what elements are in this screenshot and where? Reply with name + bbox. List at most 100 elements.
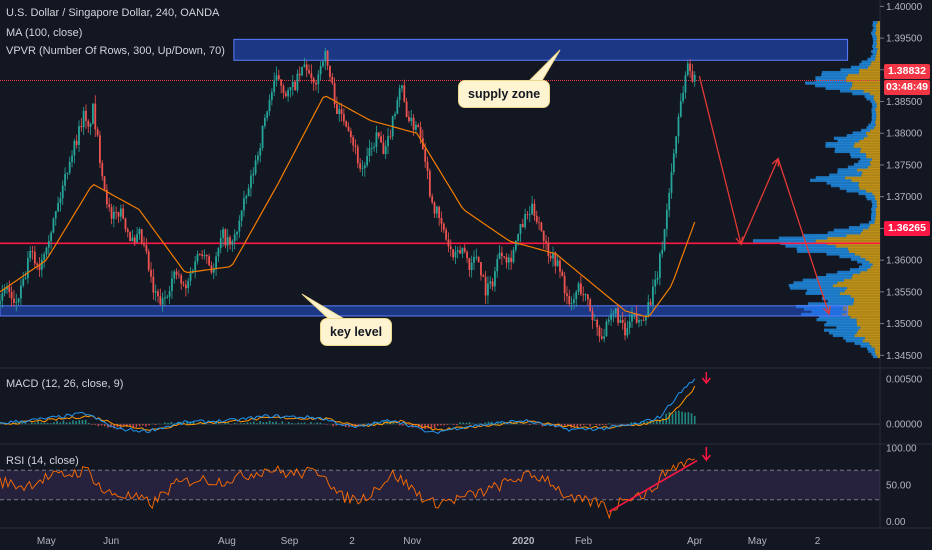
- macd-histogram-bar: [421, 424, 423, 429]
- macd-histogram-bar: [148, 424, 150, 426]
- candle-up: [677, 116, 680, 137]
- candle-up: [517, 234, 520, 241]
- candle-down: [178, 274, 180, 276]
- candle-down: [110, 207, 113, 219]
- candle-down: [157, 291, 159, 297]
- vpvr-bar-down: [870, 63, 880, 67]
- candle-up: [573, 299, 575, 304]
- candle-down: [591, 311, 594, 321]
- macd-histogram-bar: [259, 421, 261, 425]
- vpvr-bar-up: [872, 28, 877, 33]
- vpvr-bar-up: [871, 210, 876, 214]
- projection-segment: [740, 158, 779, 245]
- macd-histogram-bar: [0, 423, 1, 425]
- candle-down: [8, 286, 11, 293]
- candle-up: [684, 75, 687, 93]
- macd-histogram-bar: [297, 422, 299, 425]
- macd-histogram-bar: [652, 422, 655, 425]
- candle-down: [208, 256, 211, 266]
- vpvr-bar-down: [873, 97, 880, 101]
- vpvr-bar-down: [875, 118, 880, 122]
- time-tick-label: 2: [815, 536, 821, 547]
- macd-histogram-bar: [433, 424, 436, 429]
- vpvr-bar-up: [871, 31, 876, 35]
- vpvr-bar-down: [865, 257, 880, 261]
- candle-up: [612, 313, 615, 315]
- candle-down: [382, 142, 385, 155]
- macd-histogram-bar: [535, 424, 537, 425]
- vpvr-bar-down: [877, 205, 880, 209]
- vpvr-bar-down: [856, 320, 880, 324]
- candle-down: [579, 283, 582, 295]
- vpvr-bar-down: [871, 157, 880, 161]
- candle-down: [445, 229, 448, 240]
- candle-up: [24, 278, 27, 280]
- vpvr-bar-up: [816, 318, 857, 322]
- vpvr-bar-up: [871, 218, 876, 222]
- macd-histogram-bar: [319, 422, 322, 425]
- projection-arrowhead: [823, 306, 831, 316]
- candle-down: [568, 296, 571, 305]
- price-tick-label: 1.39500: [886, 34, 923, 45]
- candle-up: [250, 175, 252, 189]
- candle-down: [147, 251, 150, 270]
- vpvr-bar-up: [785, 244, 836, 248]
- macd-histogram-bar: [373, 422, 376, 425]
- candle-up: [233, 234, 236, 241]
- candle-up: [219, 237, 222, 249]
- macd-histogram-bar: [389, 420, 391, 425]
- candle-down: [150, 269, 152, 277]
- macd-histogram-bar: [145, 424, 147, 427]
- candle-up: [270, 92, 273, 101]
- candle-down: [182, 283, 185, 285]
- vpvr-bar-down: [872, 191, 880, 196]
- vpvr-bar-down: [851, 276, 880, 280]
- vpvr-bar-down: [859, 68, 880, 72]
- macd-histogram-bar: [509, 421, 512, 425]
- candle-down: [559, 260, 561, 272]
- candle-down: [500, 252, 503, 257]
- candle-down: [424, 149, 427, 162]
- macd-histogram-bar: [75, 420, 77, 425]
- candle-up: [370, 147, 373, 149]
- vpvr-bar-up: [852, 131, 866, 135]
- vpvr-bar-down: [876, 28, 880, 33]
- macd-histogram-bar: [643, 421, 645, 425]
- candle-down: [145, 245, 148, 252]
- candle-down: [533, 203, 536, 216]
- macd-histogram-bar: [344, 424, 347, 428]
- macd-histogram-bar: [589, 424, 591, 427]
- rsi-down-arrow: [701, 447, 711, 462]
- candle-up: [303, 64, 306, 67]
- candle-up: [672, 153, 675, 172]
- candle-up: [640, 319, 643, 321]
- macd-histogram-bar: [452, 424, 455, 425]
- price-tick-label: 1.36000: [886, 256, 923, 267]
- candle-down: [554, 252, 557, 266]
- vpvr-bar-up: [824, 323, 858, 327]
- candle-up: [663, 229, 666, 250]
- vpvr-bar-up: [837, 270, 861, 274]
- candle-down: [184, 284, 187, 289]
- vpvr-bar-up: [873, 39, 877, 43]
- vpvr-bar-up: [872, 354, 878, 359]
- vpvr-bar-down: [875, 210, 880, 214]
- vpvr-bar-up: [816, 276, 852, 280]
- candle-down: [491, 281, 494, 287]
- macd-histogram-bar: [563, 424, 566, 427]
- candle-down: [152, 276, 155, 293]
- macd-histogram-bar: [332, 424, 334, 427]
- candle-up: [531, 203, 533, 215]
- macd-histogram-bar: [240, 423, 242, 425]
- candle-down: [449, 246, 452, 250]
- candle-down: [80, 126, 83, 128]
- candle-up: [263, 117, 266, 126]
- vpvr-bar-down: [877, 21, 880, 25]
- vpvr-bar-up: [871, 212, 877, 217]
- candle-down: [510, 257, 513, 262]
- candle-down: [129, 231, 132, 242]
- candle-down: [563, 275, 566, 294]
- candle-down: [426, 161, 429, 171]
- candle-up: [528, 214, 531, 216]
